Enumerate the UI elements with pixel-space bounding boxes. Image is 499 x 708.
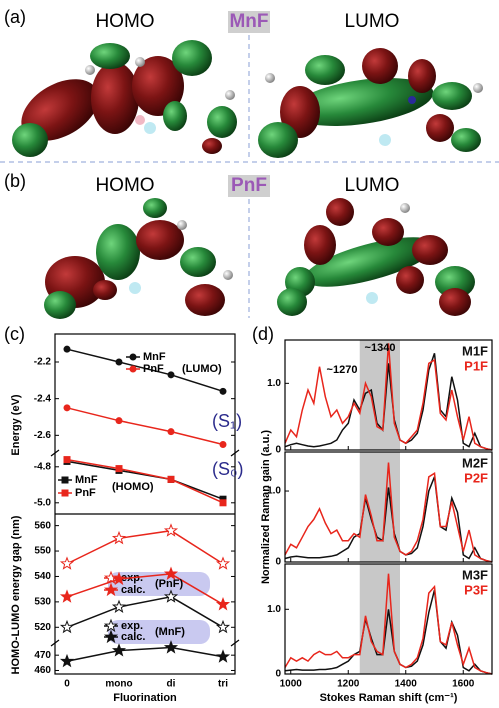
marker (64, 346, 71, 353)
annotation: (HOMO) (112, 481, 154, 493)
y-tick-label: 540 (34, 571, 51, 582)
y-tick-label: 520 (34, 622, 51, 633)
y-tick-label: 1.0 (267, 604, 281, 615)
y-tick-label: 1.0 (267, 378, 281, 389)
marker (116, 417, 123, 424)
annotation: (LUMO) (182, 363, 222, 375)
marker (217, 598, 228, 609)
legend-label: P1F (464, 358, 488, 373)
y-tick-label: 0 (275, 557, 281, 568)
marker (61, 655, 72, 666)
legend-label: calc. (121, 631, 145, 643)
orbital-label: LUMO (345, 11, 400, 32)
marker (61, 591, 72, 602)
y-tick-label: 560 (34, 520, 51, 531)
legend-label: MnF (75, 474, 98, 486)
y-tick-label: -4.8 (34, 461, 52, 472)
y-tick-label: -2.6 (34, 430, 52, 441)
x-tick-label: 1400 (395, 679, 418, 690)
y-tick-label: 0 (275, 445, 281, 456)
marker (130, 366, 137, 373)
x-axis-label: Fluorination (113, 692, 177, 704)
marker (113, 601, 124, 612)
x-tick-label: tri (218, 679, 228, 690)
y-tick-label: -2.4 (34, 393, 52, 404)
legend-label: PnF (75, 487, 96, 499)
shaded-range (360, 452, 400, 562)
molecule-label: PnF (231, 175, 267, 196)
x-tick-label: 1000 (280, 679, 303, 690)
legend-label: M2F (462, 455, 488, 470)
marker (220, 499, 227, 506)
orbital-label: LUMO (345, 175, 400, 196)
marker (113, 645, 124, 656)
marker (217, 558, 228, 569)
y-axis-label: HOMO-LUMO energy gap (nm) (10, 515, 22, 674)
legend-label: PnF (143, 363, 164, 375)
x-axis-label: Stokes Raman shift (cm⁻¹) (320, 692, 458, 704)
figure: (a) HOMO MnF LUMO (b) HOMO PnF LUMO (0, 0, 499, 708)
y-axis-label: Normalized Raman gain (a.u.) (260, 430, 272, 584)
panel-tag: (c) (4, 324, 25, 344)
orbital-image (258, 48, 483, 158)
marker (64, 456, 71, 463)
annotation: (PnF) (155, 578, 183, 590)
x-tick-label: 1600 (452, 679, 475, 690)
series-line (67, 648, 223, 662)
marker (61, 621, 72, 632)
annotation: (S₀) (212, 459, 243, 479)
orbital-image (11, 40, 237, 157)
marker (217, 621, 228, 632)
marker (168, 428, 175, 435)
marker (168, 476, 175, 483)
x-tick-label: di (167, 679, 176, 690)
y-tick-label: 460 (34, 665, 51, 676)
legend-label: MnF (143, 351, 166, 363)
marker (62, 477, 69, 484)
marker (64, 404, 71, 411)
marker (130, 354, 137, 361)
annotation: (S₁) (212, 411, 242, 431)
y-axis-label: Energy (eV) (10, 394, 22, 455)
legend-label: P2F (464, 470, 488, 485)
legend-label: M1F (462, 343, 488, 358)
y-tick-label: -5.0 (34, 497, 52, 508)
y-tick-label: 470 (34, 650, 51, 661)
marker (113, 532, 124, 543)
marker (62, 490, 69, 497)
molecule-label: MnF (229, 11, 268, 32)
x-tick-label: 0 (64, 679, 70, 690)
y-tick-label: 530 (34, 597, 51, 608)
x-tick-label: 1200 (337, 679, 360, 690)
shaded-range (360, 340, 400, 450)
marker (61, 558, 72, 569)
marker (220, 388, 227, 395)
series-line (67, 531, 223, 564)
series-line (67, 408, 223, 445)
annotation: ~1340 (365, 342, 396, 354)
annotation: ~1270 (327, 364, 358, 376)
orbital-image (277, 198, 475, 316)
orbital-image (44, 198, 233, 319)
panel-tag: (b) (4, 171, 26, 191)
panel-tag: (a) (4, 7, 26, 27)
legend-label: calc. (121, 584, 145, 596)
orbital-label: HOMO (95, 175, 154, 196)
marker (217, 651, 228, 662)
marker (168, 371, 175, 378)
panel-tag: (d) (252, 324, 274, 344)
marker (116, 359, 123, 366)
annotation: (MnF) (155, 626, 185, 638)
legend-label: M3F (462, 567, 488, 582)
y-tick-label: -2.2 (34, 357, 52, 368)
legend-label: P3F (464, 582, 488, 597)
marker (116, 465, 123, 472)
orbital-label: HOMO (95, 11, 154, 32)
marker (220, 441, 227, 448)
y-tick-label: 550 (34, 546, 51, 557)
x-tick-label: mono (105, 679, 132, 690)
